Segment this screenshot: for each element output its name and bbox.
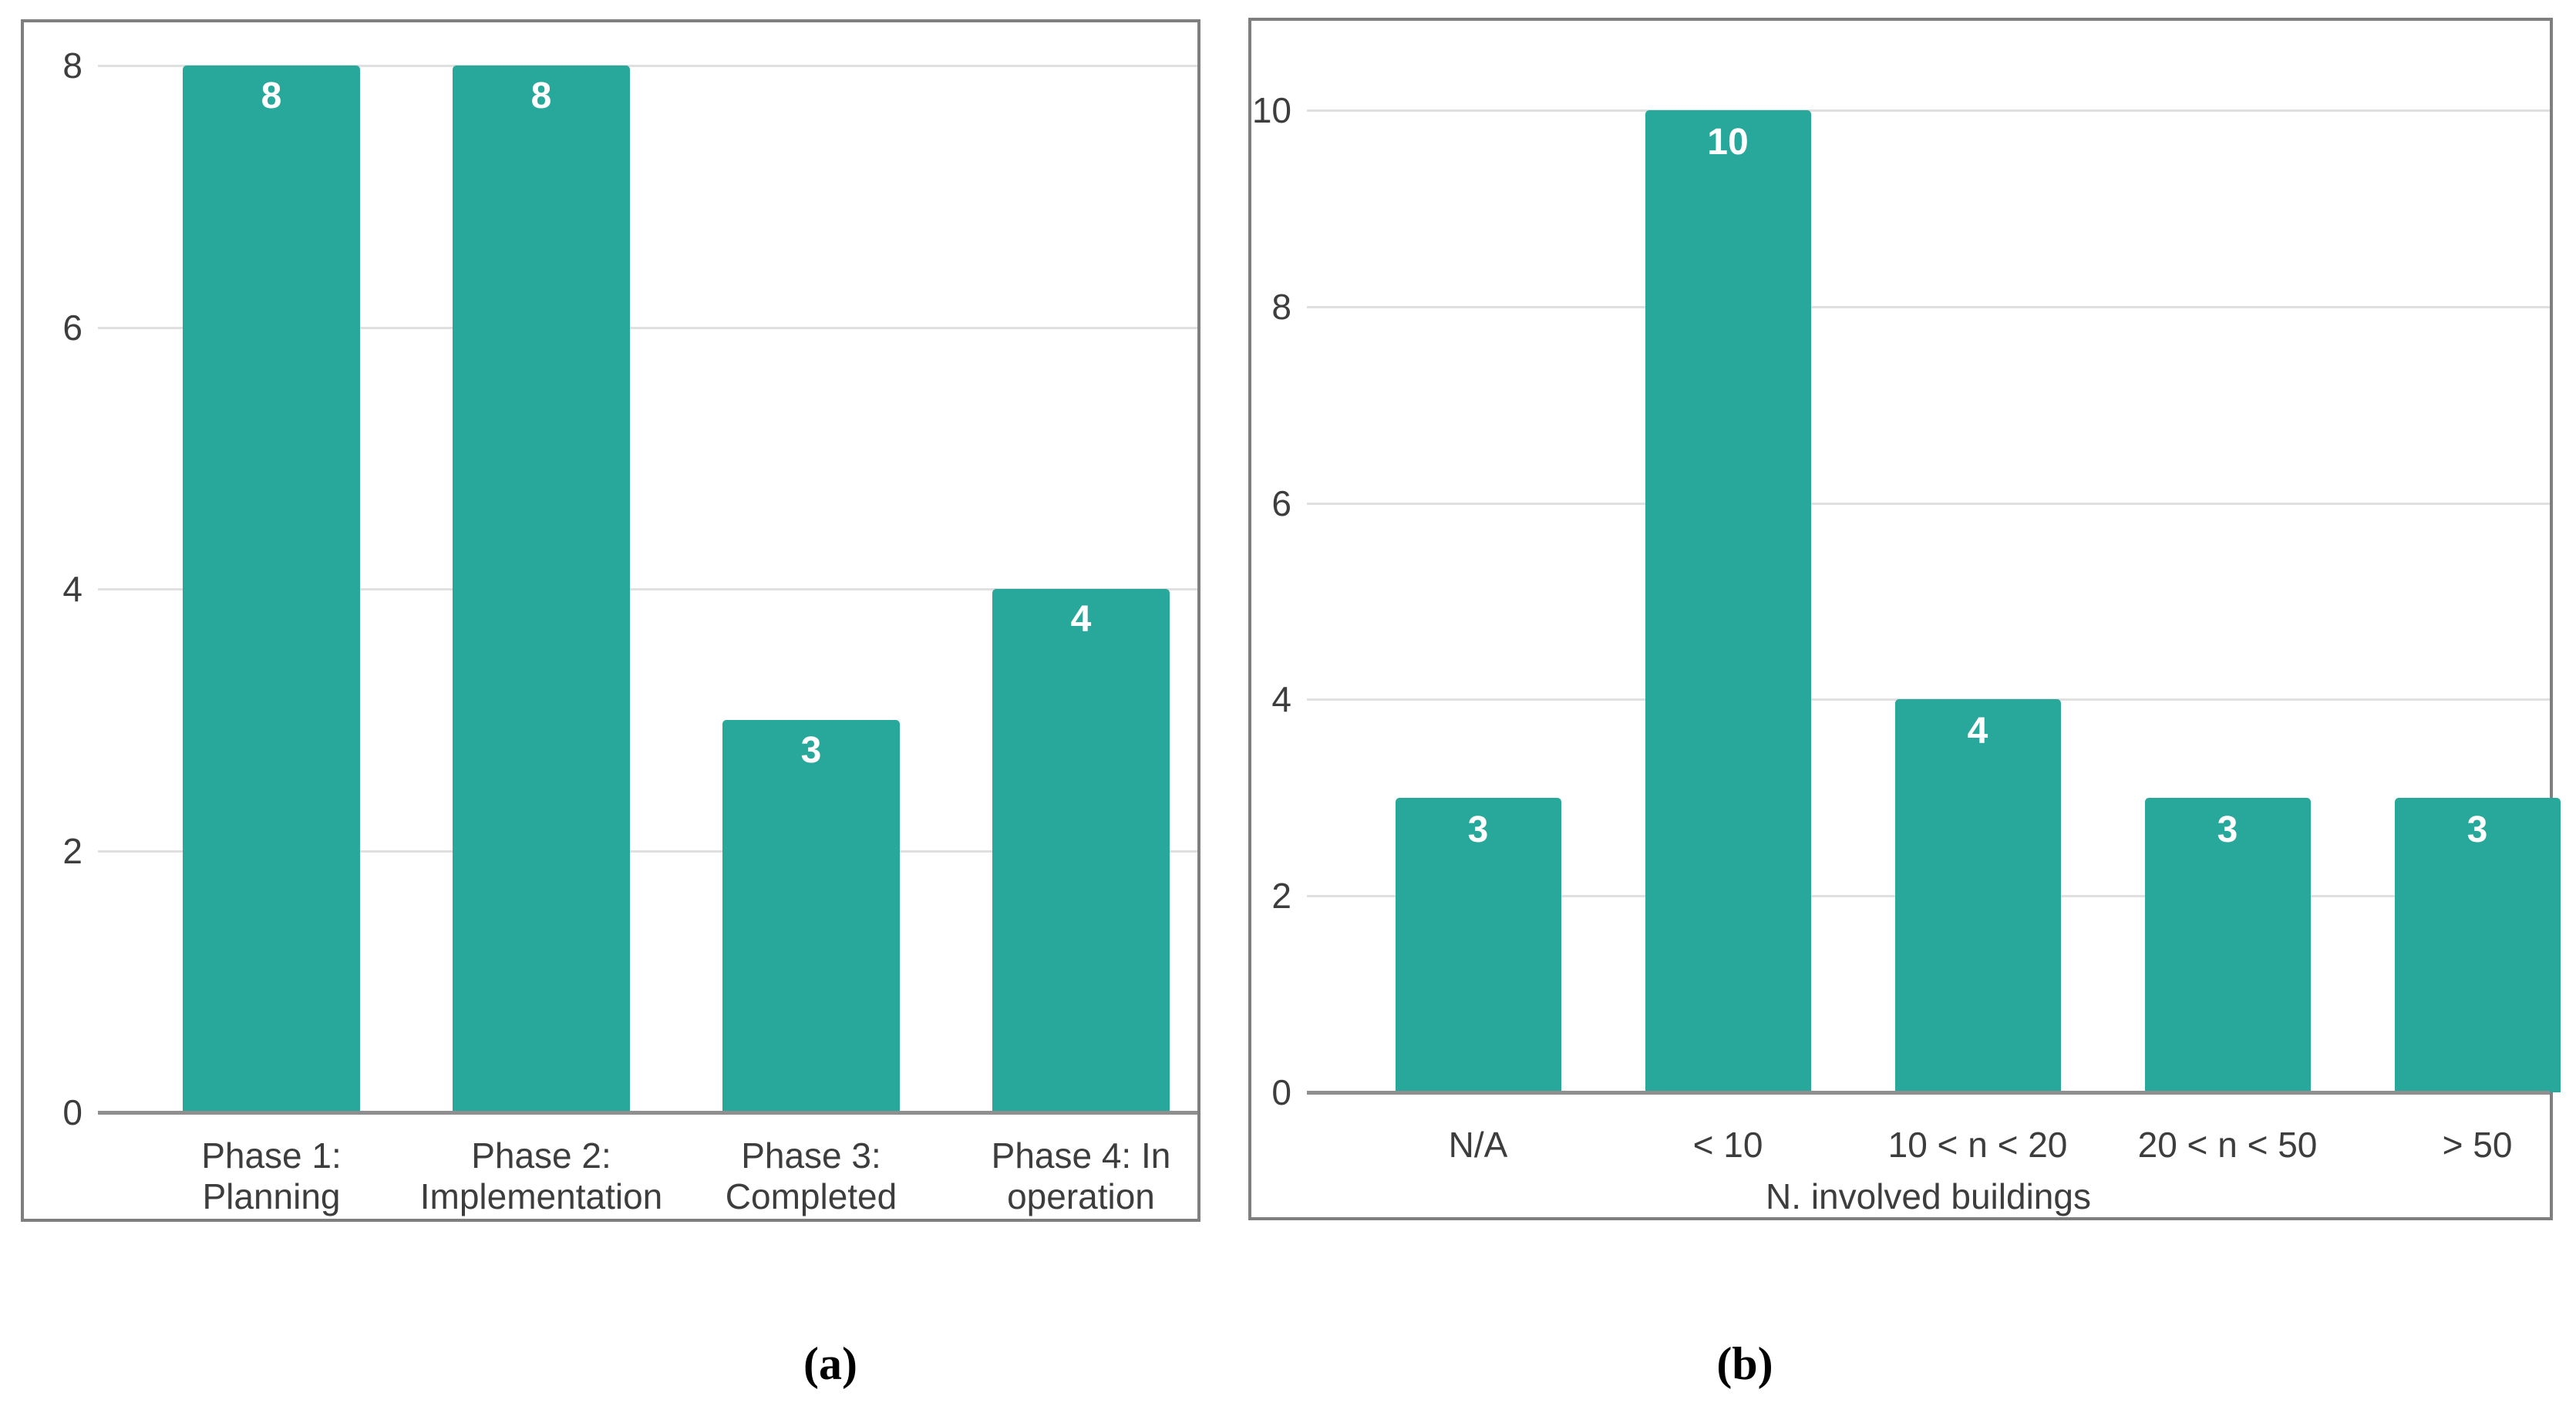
- gridline: [98, 588, 1197, 590]
- x-tick-label: Phase 3: Completed: [668, 1135, 954, 1217]
- caption-b: (b): [1716, 1338, 1773, 1389]
- x-tick-label: Phase 2: Implementation: [399, 1135, 684, 1217]
- caption-a: (a): [803, 1338, 857, 1389]
- x-tick-label-line: 10 < n < 20: [1887, 1125, 2068, 1165]
- bar: [1894, 699, 2061, 1092]
- bar-value-label: 10: [1707, 122, 1749, 163]
- gridline: [1307, 305, 2550, 308]
- y-tick-label: 2: [62, 830, 82, 871]
- y-tick-label: 2: [1271, 876, 1291, 917]
- x-tick-label: > 50: [2346, 1125, 2576, 1166]
- y-tick-label: 4: [1271, 679, 1291, 720]
- gridline: [98, 849, 1197, 853]
- bar: [992, 589, 1170, 1112]
- bar: [1645, 110, 1811, 1092]
- y-tick-label: 4: [62, 569, 82, 609]
- x-tick-label-line: Phase 4: In: [991, 1135, 1171, 1176]
- bar-value-label: 3: [800, 729, 822, 771]
- bar-value-label: 3: [2467, 809, 2488, 850]
- bar-value-label: 8: [261, 76, 282, 116]
- x-tick-label: 20 < n < 50: [2096, 1125, 2359, 1166]
- x-tick-label-line: 20 < n < 50: [2137, 1125, 2318, 1165]
- x-tick-label: < 10: [1597, 1125, 1859, 1166]
- y-tick-label: 0: [62, 1092, 82, 1132]
- x-tick-label: N/A: [1347, 1125, 1609, 1166]
- y-tick-label: 8: [62, 45, 82, 86]
- bar: [2144, 797, 2311, 1092]
- bar-value-label: 3: [2217, 809, 2238, 850]
- bar-value-label: 4: [1070, 599, 1092, 640]
- x-tick-label-line: Implementation: [419, 1176, 663, 1216]
- y-tick-label: 10: [1251, 90, 1291, 130]
- y-tick-label: 6: [62, 307, 82, 348]
- x-tick-label-line: > 50: [2442, 1125, 2513, 1165]
- gridline: [1307, 502, 2550, 505]
- x-tick-label-line: < 10: [1692, 1125, 1763, 1165]
- gridline: [98, 65, 1197, 67]
- bar: [1395, 797, 1561, 1092]
- x-axis-baseline: [98, 1111, 1197, 1115]
- x-tick-label-line: Phase 1:: [201, 1135, 342, 1176]
- x-tick-label-line: Planning: [202, 1176, 341, 1216]
- x-tick-label: Phase 1: Planning: [129, 1135, 414, 1217]
- y-tick-label: 8: [1271, 286, 1291, 327]
- gridline: [98, 326, 1197, 329]
- y-tick-label: 6: [1271, 483, 1291, 523]
- x-tick-label: Phase 4: In operation: [938, 1135, 1224, 1217]
- x-tick-label-line: operation: [1007, 1176, 1155, 1216]
- bar: [2394, 797, 2561, 1092]
- bar: [183, 66, 360, 1112]
- chart-panel-b: 0 2 4 6 8 10 3 N/A 10 < 10 4 10 < n < 20 3 20 < n < 5…: [1248, 18, 2561, 1220]
- x-tick-label-line: Phase 3:: [741, 1135, 881, 1176]
- x-axis-baseline: [1307, 1091, 2550, 1095]
- x-tick-label-line: N/A: [1448, 1125, 1508, 1165]
- bar: [722, 719, 900, 1112]
- bar-value-label: 3: [1467, 809, 1489, 850]
- chart-panel-a: 0 2 4 6 8 8 Phase 1: Planning 8 Phase 2: Implement…: [21, 19, 1200, 1222]
- x-tick-label-line: Completed: [725, 1176, 897, 1216]
- y-tick-label: 0: [1271, 1072, 1291, 1112]
- bar-value-label: 4: [1967, 711, 1988, 752]
- gridline: [1307, 109, 2550, 112]
- bar: [453, 66, 630, 1112]
- x-axis-title: N. involved buildings: [1766, 1176, 2091, 1216]
- x-tick-label-line: Phase 2:: [471, 1135, 611, 1176]
- x-tick-label: 10 < n < 20: [1847, 1125, 2109, 1166]
- bar-value-label: 8: [530, 76, 552, 116]
